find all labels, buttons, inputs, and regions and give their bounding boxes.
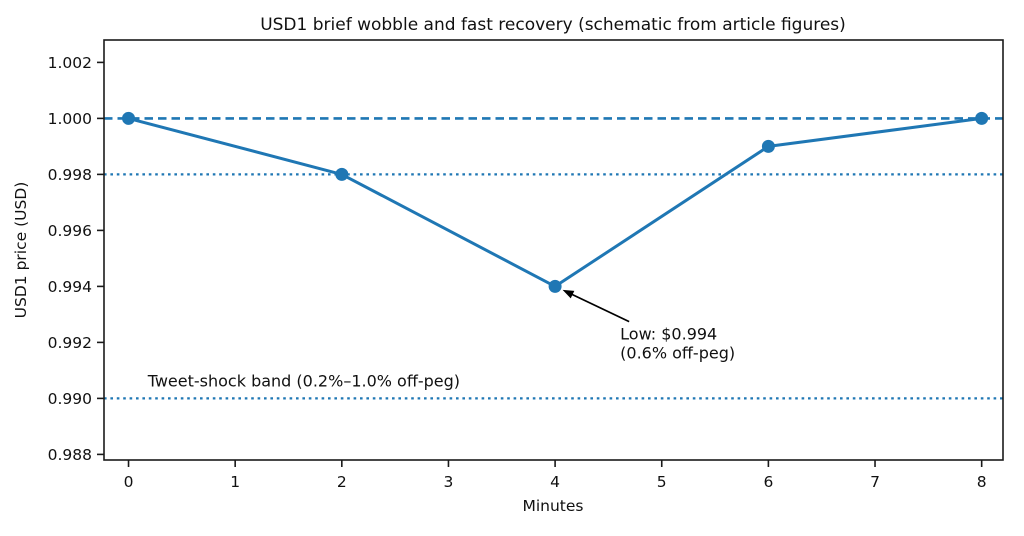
data-point-x6 — [761, 139, 775, 153]
x-axis-label: Minutes — [522, 497, 583, 515]
x-tick-label: 3 — [444, 473, 454, 491]
y-tick-label: 0.996 — [48, 222, 92, 240]
y-axis-label: USD1 price (USD) — [12, 182, 30, 319]
y-tick-label: 0.992 — [48, 334, 92, 352]
data-point-x2 — [335, 167, 349, 181]
annotation-line-1: Low: $0.994 — [620, 325, 717, 344]
x-tick-label: 0 — [124, 473, 134, 491]
price-series-line — [127, 116, 984, 288]
x-tick-label: 4 — [550, 473, 560, 491]
y-tick-label: 1.002 — [48, 54, 92, 72]
annotation-arrow-shaft — [569, 292, 630, 323]
x-tick-label: 7 — [870, 473, 880, 491]
x-tick-label: 5 — [657, 473, 667, 491]
y-tick-label: 0.998 — [48, 166, 92, 184]
band-label: Tweet-shock band (0.2%–1.0% off-peg) — [147, 372, 460, 391]
y-tick-label: 1.000 — [48, 110, 92, 128]
plot-border — [103, 39, 1004, 461]
data-point-x4 — [548, 279, 562, 293]
data-point-x0 — [122, 111, 136, 125]
x-tick-label: 2 — [337, 473, 347, 491]
annotation-arrow-head — [562, 289, 575, 299]
annotation-line-2: (0.6% off-peg) — [620, 344, 735, 363]
plot-area: 0 1 2 3 4 5 6 7 8 0.988 0.990 0.992 0.994 0.996 0.998 1… — [48, 39, 1004, 491]
x-tick-label: 6 — [763, 473, 773, 491]
x-tick-label: 1 — [230, 473, 240, 491]
y-tick-label: 0.988 — [48, 446, 92, 464]
y-tick-label: 0.990 — [48, 390, 92, 408]
y-tick-label: 0.994 — [48, 278, 92, 296]
data-point-x8 — [975, 111, 989, 125]
x-tick-label: 8 — [977, 473, 987, 491]
chart-title: USD1 brief wobble and fast recovery (sch… — [260, 15, 846, 35]
